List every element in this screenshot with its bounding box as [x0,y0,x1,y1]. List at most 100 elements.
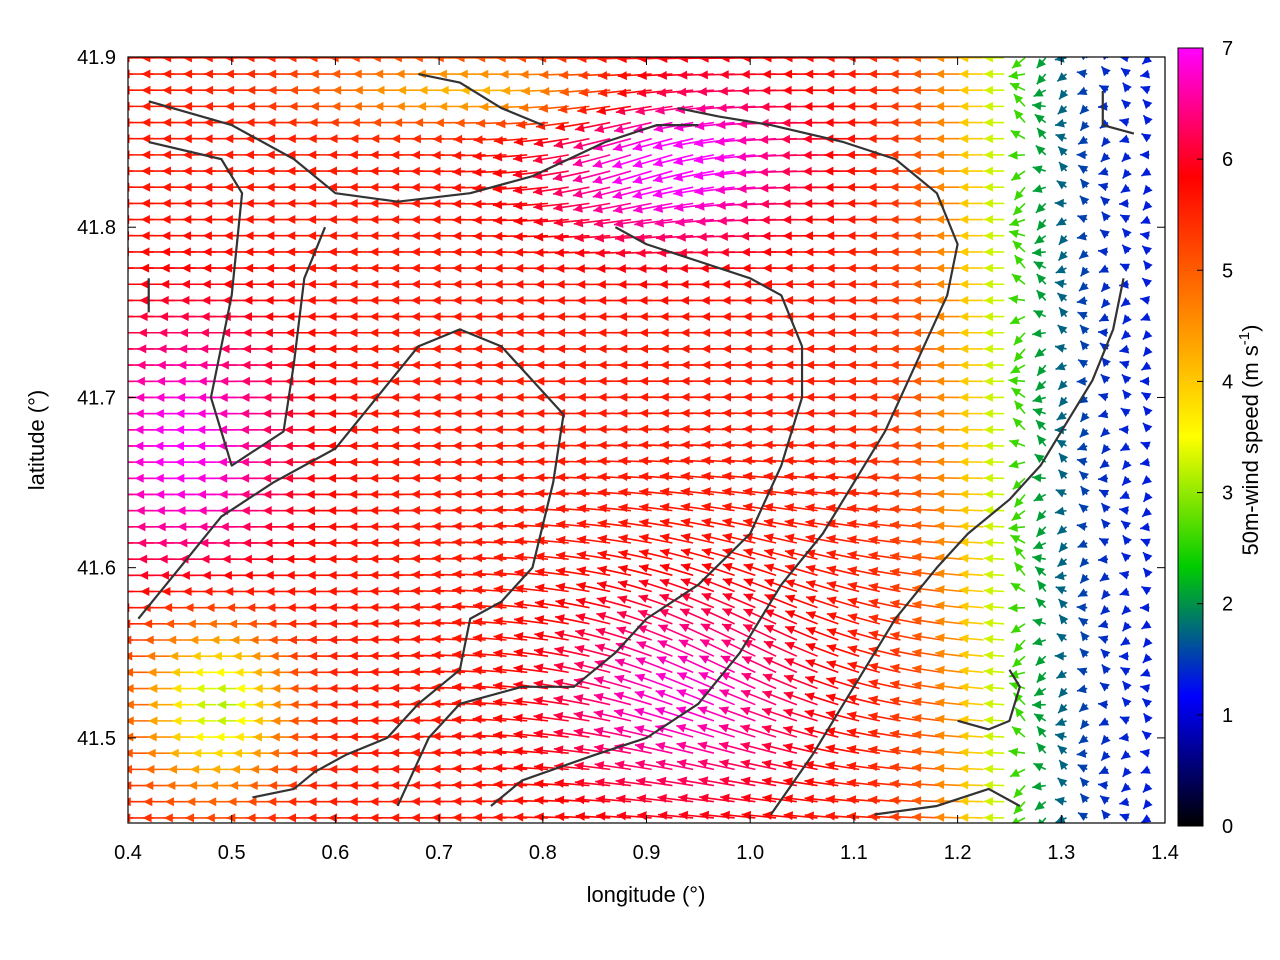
wind-vector [720,655,756,674]
colorbar-tick-label: 1 [1222,705,1233,727]
wind-vector [699,655,735,674]
x-tick-label: 0.7 [425,842,453,864]
wind-vector [763,656,798,674]
wind-vector [1077,811,1089,822]
y-axis-title: latitude (°) [24,390,49,491]
wind-vector [636,794,673,804]
wind-vector [1076,684,1088,694]
wind-vector [613,708,652,722]
wind-vector [868,662,901,674]
wind-vector [1140,765,1151,774]
wind-vector [614,658,652,674]
wind-vector [573,694,611,706]
wind-vector [1034,801,1047,811]
wind-vector [762,673,798,690]
wind-vector [740,759,777,771]
wind-vector [634,690,673,706]
wind-vector [1077,764,1088,773]
wind-vector [1009,768,1026,778]
x-tick-label: 1.0 [736,842,764,864]
wind-vector [935,812,963,822]
wind-vector [783,674,818,690]
wind-vector [935,747,963,757]
wind-vector [148,700,175,710]
wind-vector [1098,765,1110,775]
wind-vector [554,778,590,788]
wind-vector [1121,680,1132,691]
wind-vector [613,725,652,738]
wind-vector [513,730,549,740]
wind-vector [1076,667,1088,677]
wind-vector [593,676,632,690]
wind-vector [868,695,901,706]
wind-vector [912,680,943,690]
wind-vector [1033,762,1047,772]
wind-vector [573,710,611,722]
wind-vector [983,813,1005,823]
wind-vector [698,776,735,787]
wind-vector [935,698,963,708]
wind-vector [1099,681,1110,692]
wind-vector [1140,684,1150,693]
wind-vector [697,689,735,706]
wind-vector [172,716,196,726]
wind-vector [635,777,673,787]
x-tick-label: 0.8 [529,842,557,864]
wind-vector [935,780,963,790]
wind-vector [740,741,777,754]
wind-vector [553,711,590,722]
x-tick-label: 0.6 [321,842,349,864]
wind-vector [741,655,777,674]
wind-vector [656,776,694,787]
wind-vector [533,729,569,739]
wind-vector [147,732,175,742]
wind-vector [553,678,590,690]
wind-vector [959,731,984,741]
wind-vector [513,713,549,723]
wind-vector [1140,814,1152,823]
wind-vector [1079,777,1090,788]
wind-vector [677,655,715,674]
wind-vector [1054,796,1067,806]
colorbar-tick-label: 3 [1222,483,1233,505]
wind-vector [1032,700,1046,710]
wind-vector [171,732,196,742]
wind-vector [676,689,715,706]
x-tick-label: 1.4 [1151,842,1179,864]
wind-vector [574,661,611,674]
wind-vector [147,667,175,677]
wind-vector [193,667,217,677]
wind-vector [553,662,590,674]
wind-vector [172,700,196,710]
wind-vector [215,667,237,677]
wind-vector [634,673,673,690]
wind-vector [935,681,963,691]
wind-vector [783,708,818,722]
wind-vector [1141,697,1153,708]
wind-vector [1121,697,1132,708]
wind-vector [533,746,569,756]
wind-vector [655,759,694,771]
wind-vector [635,657,673,674]
colorbar-tick-label: 2 [1222,594,1233,616]
wind-vector [593,726,632,738]
colorbar-tick-label: 0 [1222,816,1233,838]
colorbar-tick-label: 5 [1222,260,1233,282]
wind-vector [553,695,590,706]
wind-vector [1099,795,1110,805]
wind-vector [983,780,1005,790]
wind-vector [676,741,715,754]
wind-vector [912,697,943,707]
wind-vector [1033,687,1047,697]
wind-vector [1014,707,1026,722]
colorbar-title-end: ) [1238,325,1263,332]
wind-vector [959,698,984,708]
wind-vector [1076,748,1088,758]
wind-vector [761,707,798,722]
wind-vector [657,793,694,803]
wind-vector [1120,750,1132,760]
wind-vector [676,759,715,771]
wind-vector [697,741,735,754]
wind-vector [677,776,715,787]
